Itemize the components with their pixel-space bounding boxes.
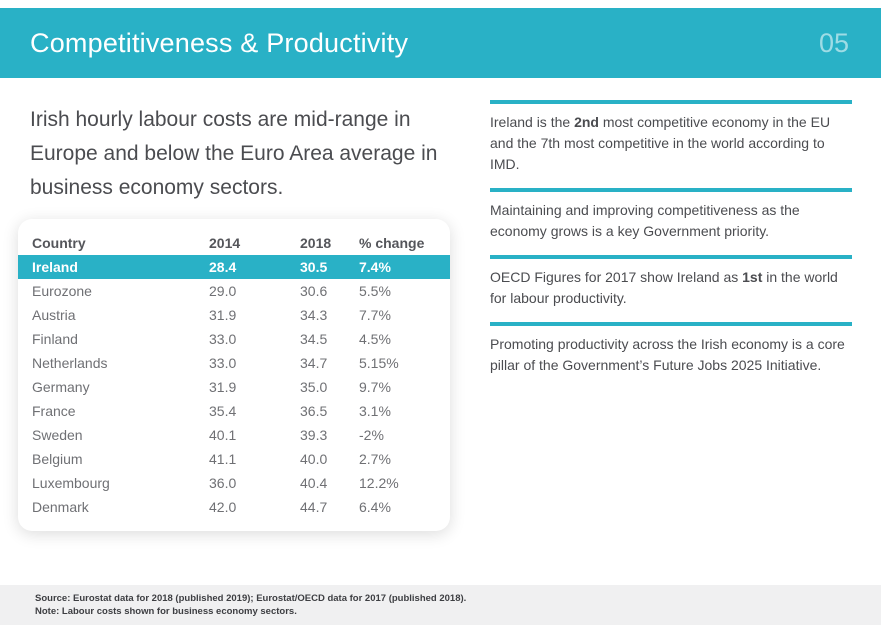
table-cell-v2018: 30.5 [300,259,328,275]
table-cell-v2014: 28.4 [209,259,237,275]
fact-list: Ireland is the 2nd most competitive econ… [490,100,852,376]
table-cell-change: 7.7% [359,307,391,323]
left-column: Irish hourly labour costs are mid-range … [0,78,470,531]
table-cell-v2014: 40.1 [209,427,237,443]
table-cell-v2014: 42.0 [209,499,237,515]
table-cell-change: 5.15% [359,355,399,371]
table-cell-v2018: 36.5 [300,403,328,419]
labour-costs-table-card: Country 2014 2018 % change Ireland 28.4 30… [18,219,450,531]
table-row: Luxembourg 36.0 40.4 12.2% [18,471,450,495]
fact-block: OECD Figures for 2017 show Ireland as 1s… [490,255,852,309]
table-cell-v2018: 34.7 [300,355,328,371]
fact-block: Promoting productivity across the Irish … [490,322,852,376]
table-row: Denmark 42.0 44.7 6.4% [18,495,450,519]
table-cell-country: Luxembourg [32,475,110,491]
table-cell-change: 7.4% [359,259,391,275]
table-row: Austria 31.9 34.3 7.7% [18,303,450,327]
table-cell-v2014: 33.0 [209,331,237,347]
fact-block: Maintaining and improving competitivenes… [490,188,852,242]
table-row: Ireland 28.4 30.5 7.4% [18,255,450,279]
table-cell-country: Belgium [32,451,83,467]
fact-text-segment: Ireland is the [490,114,575,130]
fact-text-segment: OECD Figures for 2017 show Ireland as [490,269,743,285]
table-cell-v2014: 36.0 [209,475,237,491]
table-row: Germany 31.9 35.0 9.7% [18,375,450,399]
table-cell-v2014: 31.9 [209,379,237,395]
table-cell-v2014: 35.4 [209,403,237,419]
table-cell-country: Finland [32,331,78,347]
intro-text: Irish hourly labour costs are mid-range … [30,108,438,199]
table-row: Eurozone 29.0 30.6 5.5% [18,279,450,303]
column-header-change: % change [359,235,425,251]
footer-source-line: Source: Eurostat data for 2018 (publishe… [35,593,467,604]
table-cell-v2018: 40.4 [300,475,328,491]
table-row: Finland 33.0 34.5 4.5% [18,327,450,351]
table-cell-v2018: 40.0 [300,451,328,467]
table-cell-v2014: 41.1 [209,451,237,467]
fact-text-segment: Maintaining and improving competitivenes… [490,202,800,239]
table-cell-change: 2.7% [359,451,391,467]
table-row: Sweden 40.1 39.3 -2% [18,423,450,447]
table-cell-country: Austria [32,307,76,323]
fact-text-segment: 1st [742,269,763,285]
table-cell-v2014: 31.9 [209,307,237,323]
table-cell-change: -2% [359,427,384,443]
table-cell-change: 4.5% [359,331,391,347]
main-content: Irish hourly labour costs are mid-range … [0,78,881,531]
table-cell-country: Eurozone [32,283,92,299]
table-row: Netherlands 33.0 34.7 5.15% [18,351,450,375]
table-cell-change: 12.2% [359,475,399,491]
table-row: France 35.4 36.5 3.1% [18,399,450,423]
right-column: Ireland is the 2nd most competitive econ… [490,100,852,531]
page-number: 05 [818,27,849,58]
fact-text-segment: most competitive economy in the EU and t… [490,114,831,172]
table-cell-change: 3.1% [359,403,391,419]
table-cell-v2018: 35.0 [300,379,328,395]
table-cell-v2018: 44.7 [300,499,328,515]
page-root: { "header": { "title": "Competitiveness … [0,8,881,625]
header-bar: Competitiveness & Productivity 05 [0,8,881,78]
table-cell-v2018: 34.3 [300,307,328,323]
fact-text-segment: Promoting productivity across the Irish … [490,336,845,373]
table-cell-country: Ireland [32,259,78,275]
table-cell-country: France [32,403,76,419]
table-cell-v2014: 33.0 [209,355,237,371]
table-cell-v2018: 34.5 [300,331,328,347]
column-header-2018: 2018 [300,235,332,251]
fact-block: Ireland is the 2nd most competitive econ… [490,100,852,175]
fact-text-segment: 2nd [574,114,599,130]
footer-note-line: Note: Labour costs shown for business ec… [35,606,297,617]
table-cell-v2018: 30.6 [300,283,328,299]
footer-band: Source: Eurostat data for 2018 (publishe… [0,585,881,625]
table-cell-change: 9.7% [359,379,391,395]
table-cell-country: Netherlands [32,355,108,371]
table-cell-country: Germany [32,379,90,395]
table-cell-v2018: 39.3 [300,427,328,443]
table-header-row: Country 2014 2018 % change [18,231,450,255]
column-header-country: Country [32,235,86,251]
table-cell-change: 5.5% [359,283,391,299]
page-title: Competitiveness & Productivity [30,27,409,58]
table-body: Ireland 28.4 30.5 7.4% Eurozone 29.0 30.6 5.5% A… [18,255,450,519]
fact-text-segment: in the world for labour productivity. [490,269,838,306]
table-cell-country: Denmark [32,499,89,515]
column-header-2014: 2014 [209,235,241,251]
table-cell-change: 6.4% [359,499,391,515]
table-cell-country: Sweden [32,427,83,443]
table-cell-v2014: 29.0 [209,283,237,299]
table-row: Belgium 41.1 40.0 2.7% [18,447,450,471]
